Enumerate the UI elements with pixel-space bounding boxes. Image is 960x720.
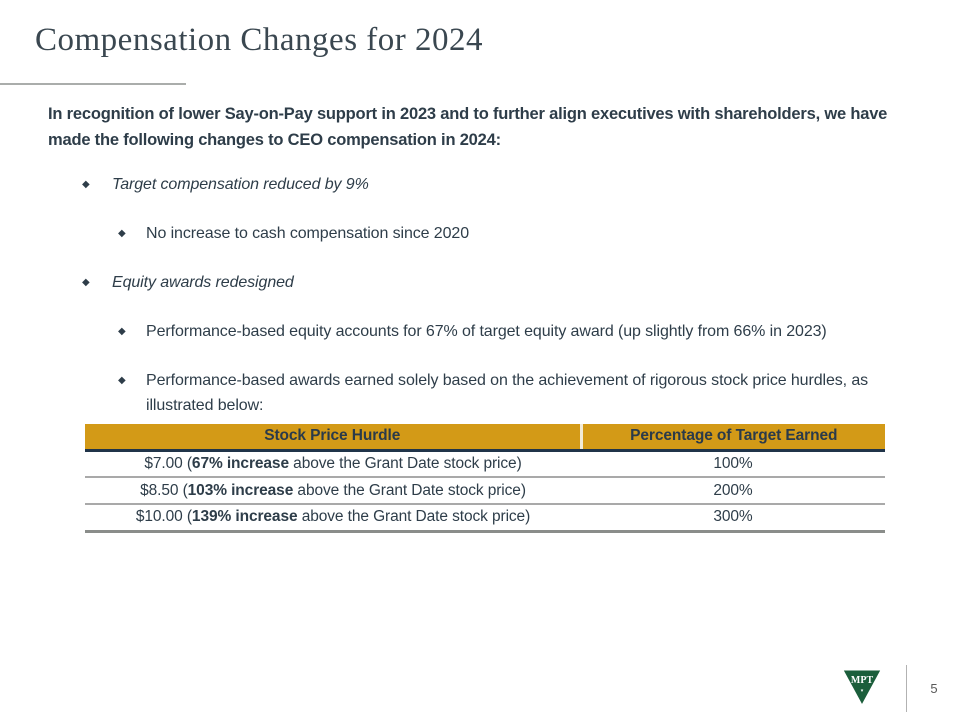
mpt-logo-icon: MPT ▾ xyxy=(842,669,882,707)
hurdle-suffix: above the Grant Date stock price) xyxy=(293,481,526,499)
hurdle-bold: 67% increase xyxy=(191,454,289,472)
bullet-text: Equity awards redesigned xyxy=(112,274,294,291)
page-number: 5 xyxy=(930,681,938,696)
page-title: Compensation Changes for 2024 xyxy=(35,22,484,58)
cell-hurdle: $10.00 (139% increase above the Grant Da… xyxy=(85,504,581,533)
footer-divider xyxy=(906,665,907,712)
bullet-item: ◆ Equity awards redesigned xyxy=(0,270,930,295)
bullet-diamond-icon: ◆ xyxy=(118,375,126,386)
logo-subtext: ▾ xyxy=(861,689,864,694)
bullet-text: No increase to cash compensation since 2… xyxy=(146,225,470,242)
bullet-diamond-icon: ◆ xyxy=(82,179,90,190)
bullet-text: Target compensation reduced by 9% xyxy=(112,176,369,193)
bullet-item: ◆ No increase to cash compensation since… xyxy=(0,221,930,246)
table-header-row: Stock Price Hurdle Percentage of Target … xyxy=(85,424,885,452)
bullet-list: ◆ Target compensation reduced by 9% ◆ No… xyxy=(0,172,930,442)
bullet-item: ◆ Target compensation reduced by 9% xyxy=(0,172,930,197)
cell-earned: 300% xyxy=(581,504,885,533)
stock-hurdle-table: Stock Price Hurdle Percentage of Target … xyxy=(85,424,885,533)
cell-hurdle: $8.50 (103% increase above the Grant Dat… xyxy=(85,477,581,505)
hurdle-suffix: above the Grant Date stock price) xyxy=(288,454,522,472)
logo-text: MPT xyxy=(851,675,874,686)
cell-earned: 100% xyxy=(581,450,885,478)
cell-earned: 200% xyxy=(581,477,885,505)
bullet-diamond-icon: ◆ xyxy=(82,277,90,288)
title-underline xyxy=(0,83,186,85)
cell-hurdle: $7.00 (67% increase above the Grant Date… xyxy=(85,450,581,478)
table-row: $10.00 (139% increase above the Grant Da… xyxy=(85,504,885,533)
table-row: $7.00 (67% increase above the Grant Date… xyxy=(85,450,885,478)
hurdle-suffix: above the Grant Date stock price) xyxy=(297,508,531,526)
bullet-item: ◆ Performance-based equity accounts for … xyxy=(0,319,930,344)
table-row: $8.50 (103% increase above the Grant Dat… xyxy=(85,477,885,505)
header-cell-hurdle: Stock Price Hurdle xyxy=(85,424,583,452)
logo-triangle-icon xyxy=(842,669,882,707)
header-cell-earned: Percentage of Target Earned xyxy=(581,424,885,452)
hurdle-bold: 139% increase xyxy=(191,508,298,526)
hurdle-prefix: $10.00 ( xyxy=(135,508,192,526)
hurdle-bold: 103% increase xyxy=(187,481,294,499)
hurdle-prefix: $8.50 ( xyxy=(140,481,188,499)
hurdle-prefix: $7.00 ( xyxy=(144,454,192,472)
bullet-item: ◆ Performance-based awards earned solely… xyxy=(0,368,930,418)
intro-text: In recognition of lower Say-on-Pay suppo… xyxy=(48,105,888,149)
bullet-text: Performance-based equity accounts for 67… xyxy=(146,323,827,340)
bullet-text: Performance-based awards earned solely b… xyxy=(146,372,869,414)
bullet-diamond-icon: ◆ xyxy=(118,228,126,239)
bullet-diamond-icon: ◆ xyxy=(118,326,126,337)
